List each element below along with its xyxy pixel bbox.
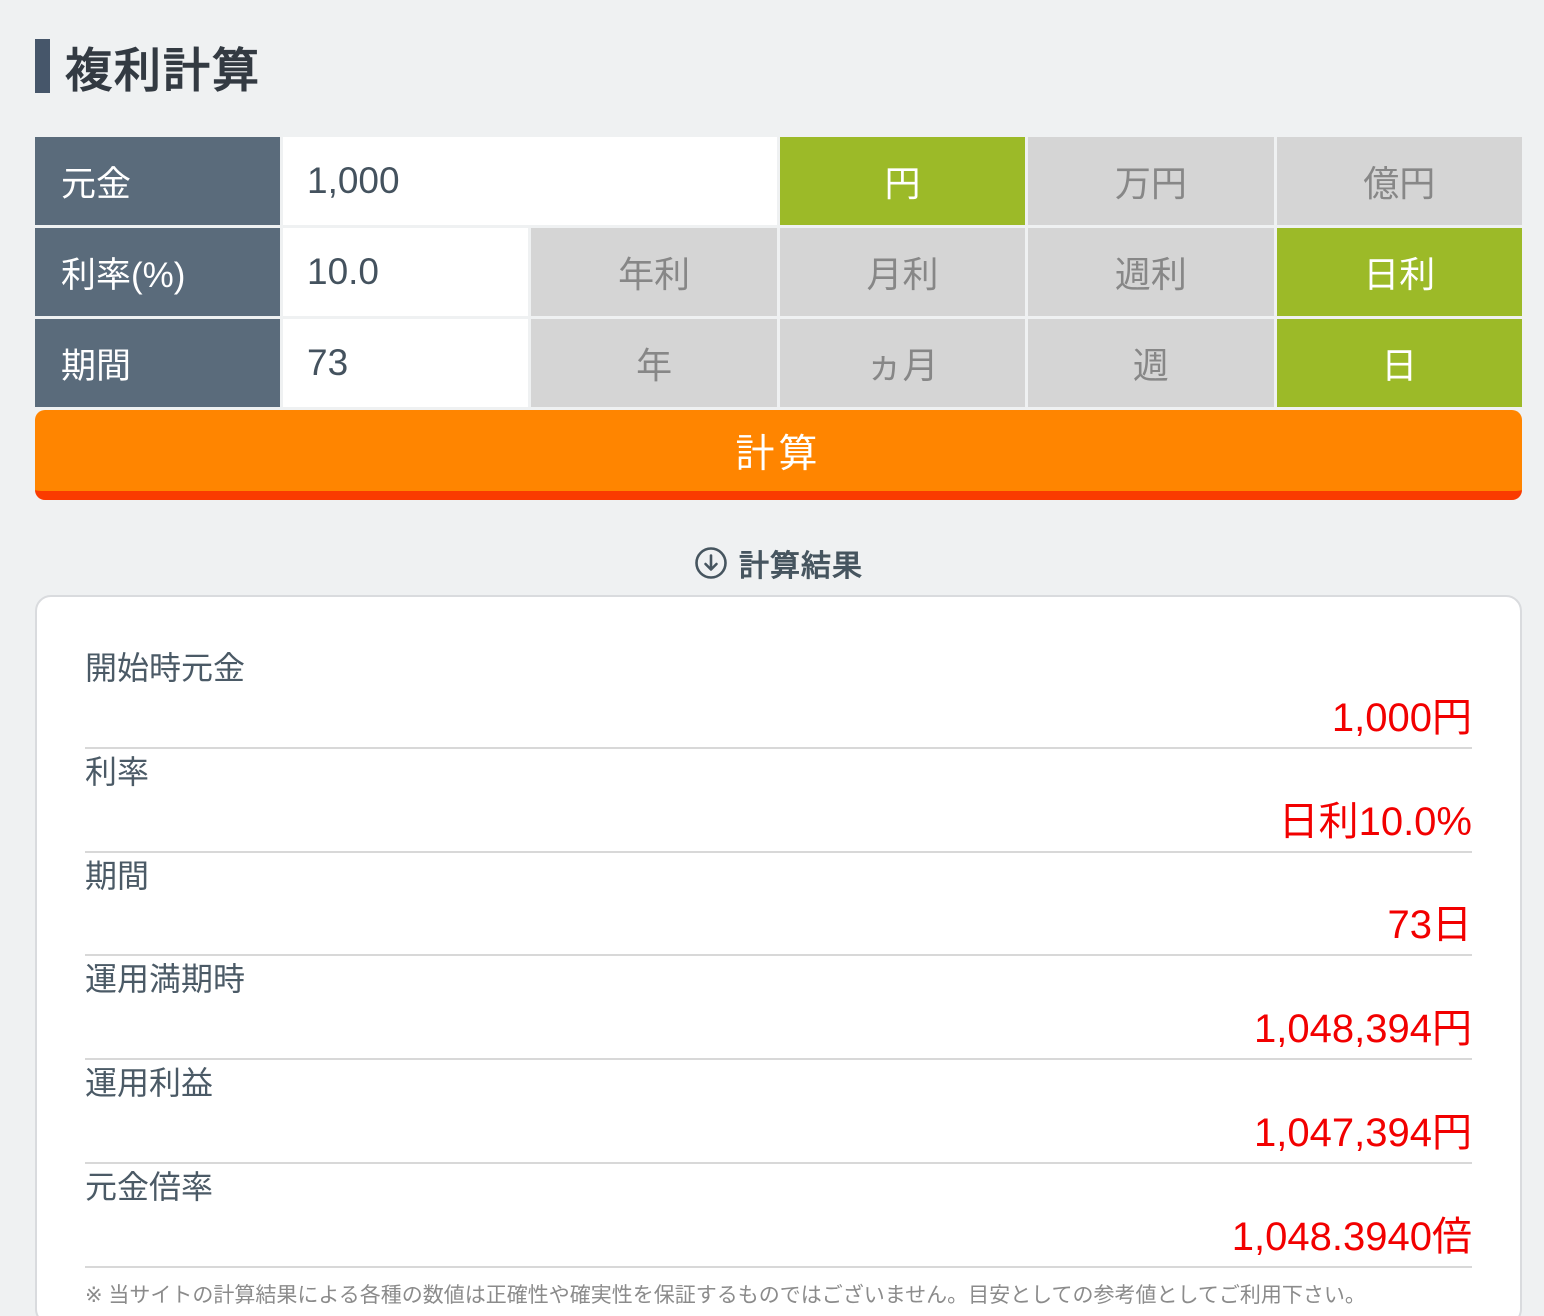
result-heading-label: 計算結果 <box>739 550 863 583</box>
result-value: 1,048.3940倍 <box>1231 1214 1472 1259</box>
disclaimer-text: ※ 当サイトの計算結果による各種の数値は正確性や確実性を保証するものではございま… <box>85 1283 1366 1307</box>
result-row-period: 期間 73日 <box>85 853 1472 957</box>
period-unit-button-days[interactable]: 日 <box>1276 319 1522 407</box>
result-label: 運用満期時 <box>85 961 246 998</box>
period-unit-button-years[interactable]: 年 <box>531 319 777 407</box>
principal-input[interactable] <box>307 160 777 202</box>
page-title: 複利計算 <box>65 43 261 97</box>
period-unit-button-months[interactable]: ヵ月 <box>779 319 1026 407</box>
rate-unit-button-daily[interactable]: 日利 <box>1276 228 1522 316</box>
principal-unit-button-en[interactable]: 円 <box>779 137 1026 225</box>
page-title-row: 複利計算 <box>35 38 1522 97</box>
principal-label: 元金 <box>35 137 280 225</box>
result-row-multiple: 元金倍率 1,048.3940倍 <box>85 1164 1472 1268</box>
result-value: 73日 <box>1387 903 1473 948</box>
result-value: 日利10.0% <box>1278 799 1472 844</box>
circle-down-arrow-icon <box>695 547 727 579</box>
result-label: 利率 <box>85 753 150 790</box>
period-label: 期間 <box>35 319 280 407</box>
title-accent-bar <box>35 39 50 93</box>
result-heading: 計算結果 <box>35 545 1522 583</box>
result-row-start-principal: 開始時元金 1,000円 <box>85 645 1472 749</box>
period-unit-button-weeks[interactable]: 週 <box>1028 319 1274 407</box>
rate-unit-button-annual[interactable]: 年利 <box>531 228 777 316</box>
result-row-maturity: 運用満期時 1,048,394円 <box>85 956 1472 1061</box>
period-input[interactable] <box>307 342 529 384</box>
result-value: 1,047,394円 <box>1254 1110 1472 1155</box>
rate-unit-button-monthly[interactable]: 月利 <box>779 228 1026 316</box>
result-row-profit: 運用利益 1,047,394円 <box>85 1060 1472 1164</box>
result-card: 開始時元金 1,000円 利率 日利10.0% 期間 73日 運用満期時 1,0… <box>35 595 1522 1316</box>
principal-unit-button-oku-en[interactable]: 億円 <box>1276 137 1522 225</box>
rate-label: 利率(%) <box>35 228 280 316</box>
result-value: 1,048,394円 <box>1254 1007 1472 1052</box>
result-label: 期間 <box>85 857 150 894</box>
result-label: 開始時元金 <box>85 650 246 686</box>
result-label: 元金倍率 <box>85 1168 214 1205</box>
result-label: 運用利益 <box>85 1065 214 1102</box>
rate-unit-button-weekly[interactable]: 週利 <box>1028 228 1274 316</box>
principal-unit-button-man-en[interactable]: 万円 <box>1028 137 1274 225</box>
result-value: 1,000円 <box>1331 695 1472 740</box>
calculator-form: 元金 円 万円 億円 利率(%) 年利 月利 週利 日利 期間 年 ヵ月 週 日 <box>35 137 1522 407</box>
rate-input[interactable] <box>307 251 529 293</box>
rate-input-cell <box>283 228 529 316</box>
principal-input-cell <box>283 137 777 225</box>
result-row-rate: 利率 日利10.0% <box>85 749 1472 853</box>
period-input-cell <box>283 319 529 407</box>
calculate-button[interactable]: 計算 <box>35 410 1522 500</box>
